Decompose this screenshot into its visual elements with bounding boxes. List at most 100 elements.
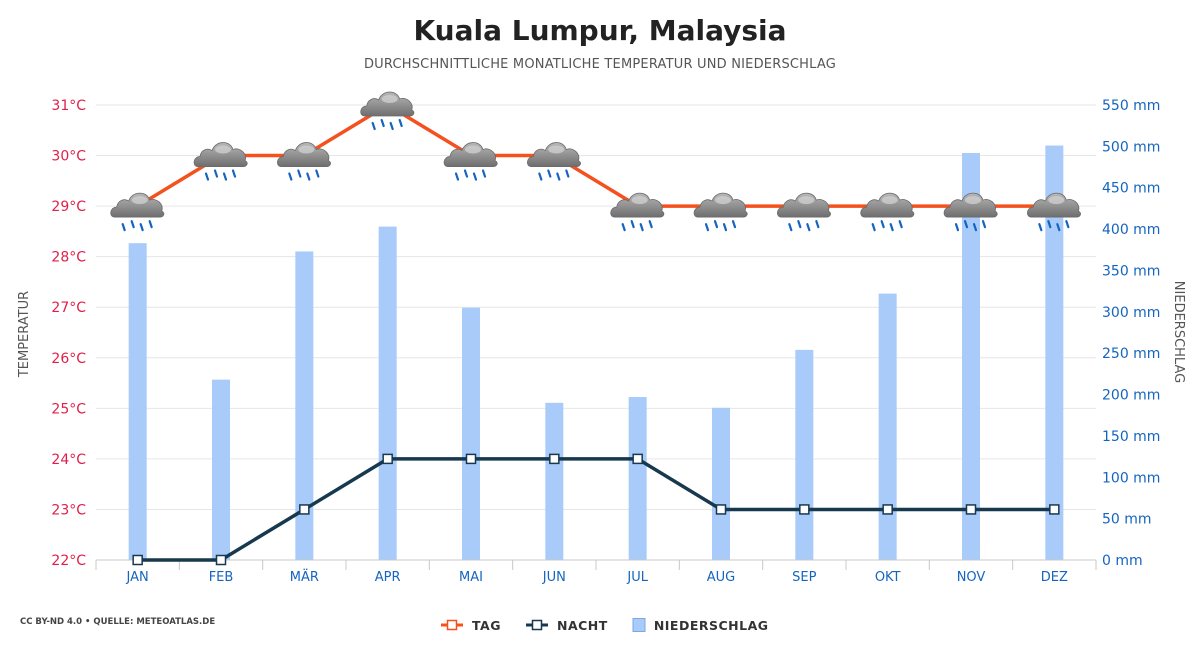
cloud-shape [777, 192, 831, 218]
raindrop [231, 169, 237, 178]
chart-title: Kuala Lumpur, Malaysia [413, 14, 787, 47]
raindrop [454, 172, 460, 181]
cloud-highlight [465, 145, 481, 154]
month-label: MAI [459, 570, 483, 585]
raindrop [1065, 220, 1070, 229]
cloud-shape [193, 142, 248, 167]
raindrop [704, 223, 710, 232]
raindrop [139, 223, 144, 232]
legend-item-tag[interactable]: TAG [440, 618, 501, 633]
temp-tick-label: 28°C [51, 250, 86, 266]
precipitation-bars [128, 145, 1064, 561]
cloud-highlight [548, 145, 565, 154]
rain-cloud-icon [1027, 192, 1081, 232]
raindrop [565, 169, 570, 178]
raindrop [621, 223, 626, 232]
raindrop [472, 172, 478, 181]
precipitation-bar [212, 379, 230, 560]
raindrop [898, 220, 903, 229]
month-label: JUN [542, 570, 566, 585]
legend-label-nacht: NACHT [557, 617, 608, 633]
temp-tick-label: 29°C [51, 199, 86, 215]
rain-cloud-icon [777, 192, 831, 232]
rain-cloud-icon [360, 91, 415, 131]
precipitation-bar [878, 293, 897, 560]
legend-label-tag: TAG [472, 617, 501, 633]
cloud-shape [360, 91, 415, 117]
raindrop [880, 220, 885, 229]
month-label: OKT [875, 570, 901, 585]
raindrop [463, 169, 469, 178]
nacht-marker [632, 453, 643, 465]
raindrop [389, 121, 394, 131]
raindrop [481, 169, 487, 178]
legend-niederschlag-icon [632, 618, 646, 632]
cloud-shape [610, 192, 665, 218]
cloud-highlight [715, 196, 731, 205]
nacht-marker [215, 554, 227, 566]
legend-label-niederschlag: NIEDERSCHLAG [653, 617, 769, 633]
raindrop [398, 118, 403, 128]
rain-cloud-icon [860, 192, 915, 232]
raindrop [972, 223, 978, 232]
month-label: MÄR [290, 569, 319, 585]
month-label: JAN [126, 570, 149, 585]
precipitation-bar [1045, 145, 1064, 560]
raindrop [306, 172, 311, 181]
precipitation-bar [128, 243, 147, 560]
cloud-shape [110, 192, 165, 218]
temp-tick-label: 26°C [51, 351, 86, 367]
raindrop [148, 220, 153, 229]
raindrop [871, 223, 876, 232]
cloud-shape [693, 192, 748, 218]
cloud-highlight [381, 95, 398, 103]
raindrop [1056, 223, 1061, 232]
precipitation-bar [795, 349, 814, 560]
raindrop [731, 220, 737, 229]
rain-cloud-icon [610, 192, 665, 232]
axes: 22°C 23°C 24°C 25°C 26°C 27°C 28°C 29°C 30°C 31°C… [51, 98, 1160, 585]
precipitation-bar [628, 397, 647, 560]
precip-tick-label: 0 mm [1102, 553, 1143, 569]
raindrop [963, 220, 969, 229]
month-label: FEB [209, 570, 234, 585]
cloud-highlight [798, 196, 815, 205]
month-label: APR [375, 570, 401, 585]
raindrop [222, 172, 228, 181]
precip-tick-label: 450 mm [1102, 181, 1160, 197]
right-axis-title: NIEDERSCHLAG [1171, 281, 1186, 383]
precipitation-bar [545, 402, 564, 560]
precip-tick-label: 100 mm [1102, 470, 1160, 486]
month-label: AUG [707, 570, 735, 585]
legend-item-nacht[interactable]: NACHT [525, 618, 608, 633]
cloud-highlight [131, 196, 148, 205]
cloud-highlight [1048, 196, 1065, 205]
raindrop [806, 223, 811, 232]
precip-tick-label: 50 mm [1102, 512, 1152, 528]
raindrop [797, 220, 802, 229]
raindrop [639, 223, 644, 232]
nacht-marker [299, 504, 310, 515]
raindrop [954, 223, 960, 232]
raindrop [538, 172, 543, 181]
raindrop [889, 223, 894, 232]
raindrop [722, 223, 728, 232]
raindrop [1047, 220, 1052, 229]
raindrop [981, 220, 987, 229]
precip-tick-label: 550 mm [1102, 98, 1160, 114]
raindrop [788, 223, 793, 232]
temp-tick-label: 23°C [51, 502, 86, 518]
raindrop [713, 220, 719, 229]
temp-tick-label: 22°C [51, 553, 86, 569]
cloud-shape [860, 192, 915, 218]
precip-tick-label: 350 mm [1102, 263, 1160, 279]
raindrop [556, 172, 561, 181]
raindrop [121, 223, 126, 232]
cloud-shape [443, 142, 498, 167]
cloud-shape [277, 142, 331, 167]
raindrop [288, 172, 293, 181]
precipitation-bar [378, 226, 397, 561]
legend-item-niederschlag[interactable]: NIEDERSCHLAG [632, 618, 769, 633]
source-credit: CC BY-ND 4.0 • QUELLE: METEOATLAS.DE [20, 617, 216, 627]
